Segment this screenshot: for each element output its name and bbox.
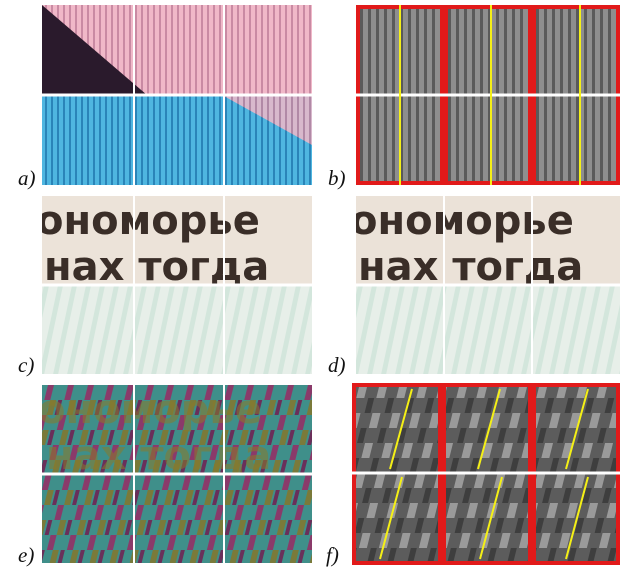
panel-c-text-line2: нах тогда [44,244,269,290]
panel-c-label: c) [18,353,35,377]
panel-c-text-line1: ономорье [42,198,260,244]
panel-e-text-line1: ономорье [42,387,262,433]
panel-c-image: ономорье нах тогда [42,196,312,374]
panel-b-image [356,5,620,185]
panel-e-image: ономорье нах тогда [42,385,312,563]
panel-b-label: b) [328,166,346,190]
panel-d-image: ономорье нах тогда [356,196,620,374]
panel-e-label: e) [18,543,35,567]
panel-f-image [352,383,620,565]
panel-a-label: a) [18,166,36,190]
panel-d-label: d) [328,353,346,377]
panel-f-label: f) [326,543,339,567]
panel-d-text-line1: ономорье [356,198,574,244]
panel-a-image [42,5,312,185]
panel-d-text-line2: нах тогда [358,244,583,290]
panel-e-text-line2: нах тогда [46,433,271,479]
